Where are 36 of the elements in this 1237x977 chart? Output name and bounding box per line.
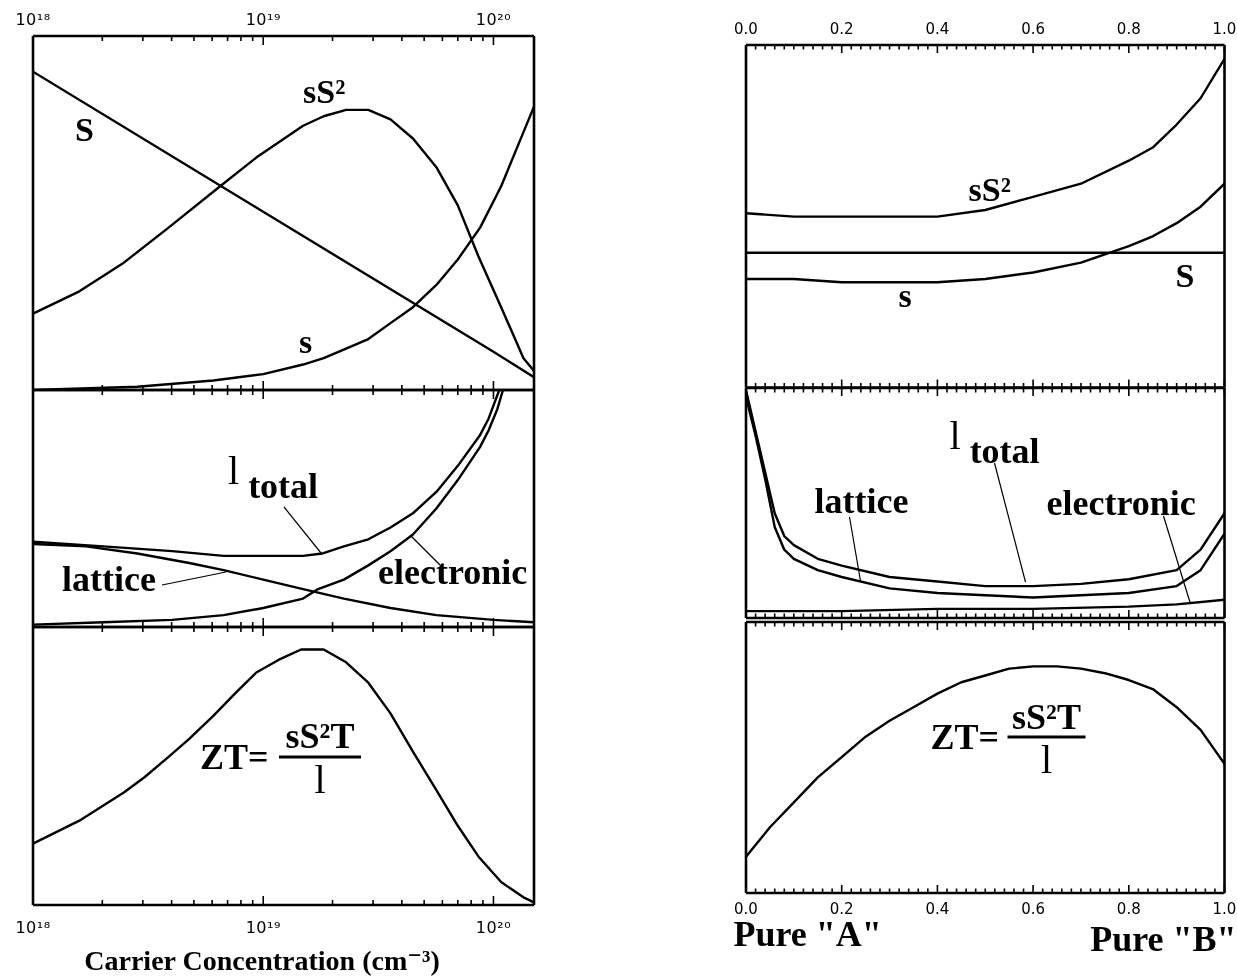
series-label: s <box>898 276 912 313</box>
x-tick-label: 10¹⁸ <box>15 10 51 29</box>
x-tick-label: 0.6 <box>1020 19 1045 37</box>
x-tick-label: 10¹⁹ <box>245 10 281 29</box>
legend-label: lattice <box>62 559 156 599</box>
x-tick-label: 10¹⁹ <box>245 918 281 937</box>
x-tick-label: 1.0 <box>1212 19 1236 37</box>
series-label: S <box>1175 256 1194 293</box>
x-tick-label: 10²⁰ <box>475 918 512 937</box>
x-tick-label: 0.4 <box>924 900 949 918</box>
annotation: l <box>314 757 326 802</box>
x-tick-label: 0.4 <box>924 19 949 37</box>
series-label: sS² <box>968 170 1011 207</box>
text: electronic <box>1046 483 1196 523</box>
x-tick-label: 0.6 <box>1020 900 1045 918</box>
x-tick-label: 0.0 <box>733 19 758 37</box>
x-axis-title: Carrier Concentration (cm⁻³) <box>84 945 440 976</box>
x-tick-label: 0.8 <box>1116 19 1141 37</box>
series-label: sS² <box>303 73 346 110</box>
annotation: sS²T <box>1011 697 1081 737</box>
series-label: lattice <box>814 481 908 521</box>
series-label: S <box>75 111 94 148</box>
x-tick-label: 10²⁰ <box>475 10 512 29</box>
x-tick-label: 10¹⁸ <box>15 918 51 937</box>
x-tick-label: 1.0 <box>1212 900 1236 918</box>
annotation: ZT= <box>930 717 999 757</box>
annotation: sS²T <box>285 716 355 756</box>
x-tick-label: 0.2 <box>829 19 854 37</box>
text: Pure "B" <box>1089 919 1236 959</box>
annotation: l <box>1040 737 1052 782</box>
series-label: l$_{total}$ <box>228 448 319 506</box>
legend-label: l$_{total}$ <box>949 413 1040 471</box>
series-label: electronic <box>378 552 528 592</box>
annotation: ZT= <box>200 737 269 777</box>
series-label: s <box>299 323 313 360</box>
x-tick-label: 0.8 <box>1116 900 1141 918</box>
